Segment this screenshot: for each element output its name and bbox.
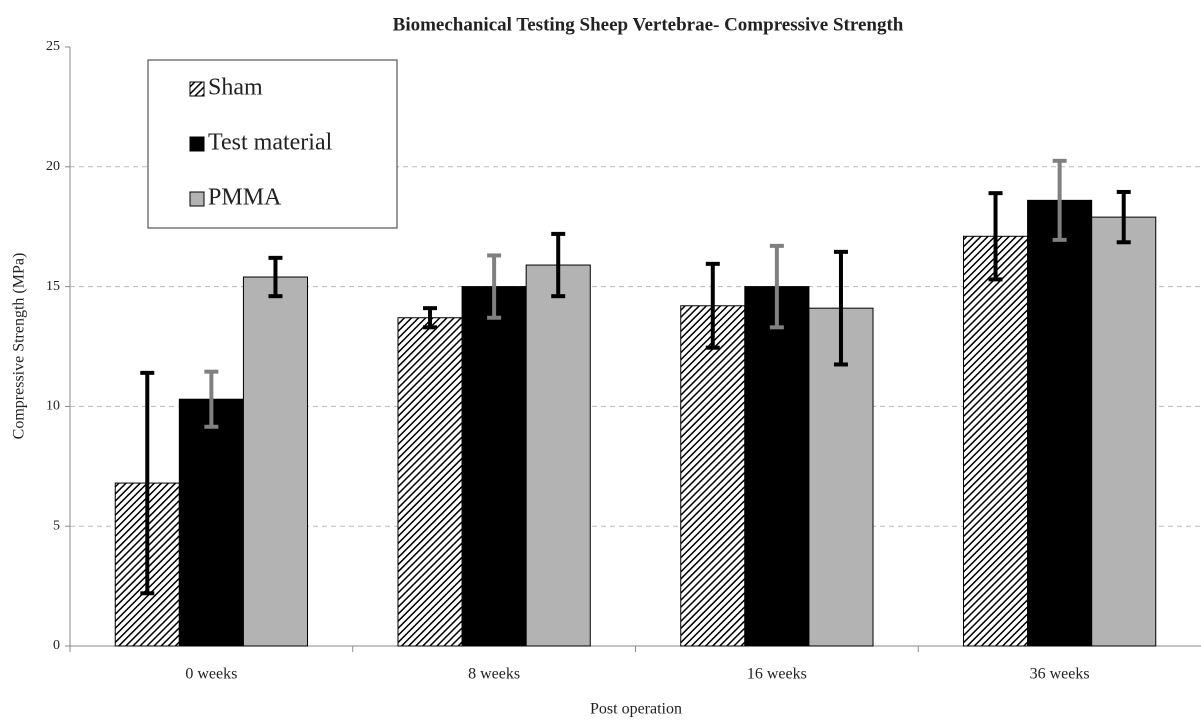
error-bar [1116,189,1131,245]
error-bar [204,369,219,429]
error-bar [988,191,1003,282]
y-tick-label: 15 [46,279,60,294]
error-bar [769,243,784,330]
error-bar [140,370,155,596]
bar [1027,199,1093,647]
legend-label: Sham [208,75,263,101]
bar [461,286,527,647]
x-tick-label: 36 weeks [1030,666,1090,683]
error-bar [551,231,566,299]
legend-swatch [189,136,205,152]
y-tick-label: 10 [46,399,60,414]
x-tick-label: 0 weeks [185,666,237,683]
y-tick-label: 25 [46,39,60,54]
error-bar [423,306,438,330]
legend-label: Test material [208,130,333,156]
bar [242,276,309,647]
bar [1091,216,1157,647]
x-tick-label: 8 weeks [468,666,520,683]
bar [680,305,746,647]
legend-swatch [189,191,205,207]
x-tick-label: 16 weeks [747,666,807,683]
x-axis-label: Post operation [590,701,682,718]
error-bar [833,249,848,367]
bar [178,398,244,647]
y-tick-label: 0 [53,638,60,653]
error-bar [705,261,720,350]
y-tick-label: 20 [46,159,60,174]
chart-title: Biomechanical Testing Sheep Vertebrae- C… [393,14,904,35]
legend-swatch [189,81,205,97]
error-bar [1052,158,1067,242]
error-bar [487,253,502,320]
bar [744,286,810,647]
y-tick-label: 5 [53,518,60,533]
bar [962,235,1029,647]
legend-label: PMMA [208,185,282,211]
error-bar [268,255,283,299]
y-axis-label: Compressive Strength (MPa) [11,253,28,440]
bar [397,317,463,647]
bar [525,264,591,647]
